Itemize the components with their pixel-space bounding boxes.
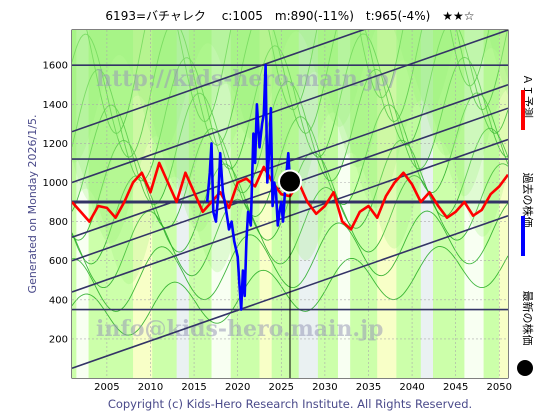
legend-past-swatch [521,216,525,256]
y-tick-label: 1400 [43,100,68,111]
band-line [72,56,508,212]
x-tick-label: 2035 [356,382,381,393]
x-tick-label: 2005 [94,382,119,393]
x-tick-label: 2040 [399,382,424,393]
band-line [72,30,508,158]
band-gap [377,30,397,378]
forecast-bands [72,30,508,378]
band-gap [499,30,508,378]
current-price-marker [278,169,302,194]
y-tick-label: 1200 [43,139,68,150]
band-gap [133,30,153,378]
band-gap [464,30,484,378]
legend-past-label: 過去の株価 [521,173,535,228]
band-line [86,30,490,134]
x-tick-label: 2010 [138,382,163,393]
current-marker-group [278,169,302,378]
band-gap [337,30,351,378]
y-tick-label: 1000 [43,178,68,189]
band-gap [211,30,231,378]
y-tick-label: 1600 [43,61,68,72]
channel-line [72,30,508,184]
x-axis-ticks: 2005 2010 2015 2020 2025 2030 2035 2040 2045 2050 [94,382,512,393]
generated-date: Generated on Monday 2026/1/5. [26,115,39,294]
y-axis-ticks: 200 400 600 800 1000 1200 1400 1600 [43,61,68,346]
copyright: Copyright (c) Kids-Hero Research Institu… [108,397,472,411]
series-past-price [205,63,292,311]
y-tick-label: 200 [49,334,68,345]
watermark: http://kids-hero.main.jp/ info@kids-hero… [96,66,398,342]
x-tick-label: 2050 [487,382,512,393]
channel-line [72,30,366,133]
legend-ai-swatch [521,90,525,130]
x-tick-label: 2015 [181,382,206,393]
y-tick-label: 400 [49,295,68,306]
band-fill [72,30,508,163]
y-tick-label: 800 [49,217,68,228]
legend-latest-dot [517,360,533,376]
watermark-bottom: info@kids-hero.main.jp [96,316,383,342]
y-tick-label: 600 [49,256,68,267]
chart-title: 6193=バチャレク c:1005 m:890(-11%) t:965(-4%)… [105,9,474,23]
legend: ＡＩ予測 過去の株価 最新の株価 [517,74,535,376]
legend-latest-label: 最新の株価 [521,291,535,346]
x-tick-label: 2025 [269,382,294,393]
band-gap [420,30,434,378]
x-tick-label: 2030 [312,382,337,393]
x-tick-label: 2045 [443,382,468,393]
x-tick-label: 2020 [225,382,250,393]
